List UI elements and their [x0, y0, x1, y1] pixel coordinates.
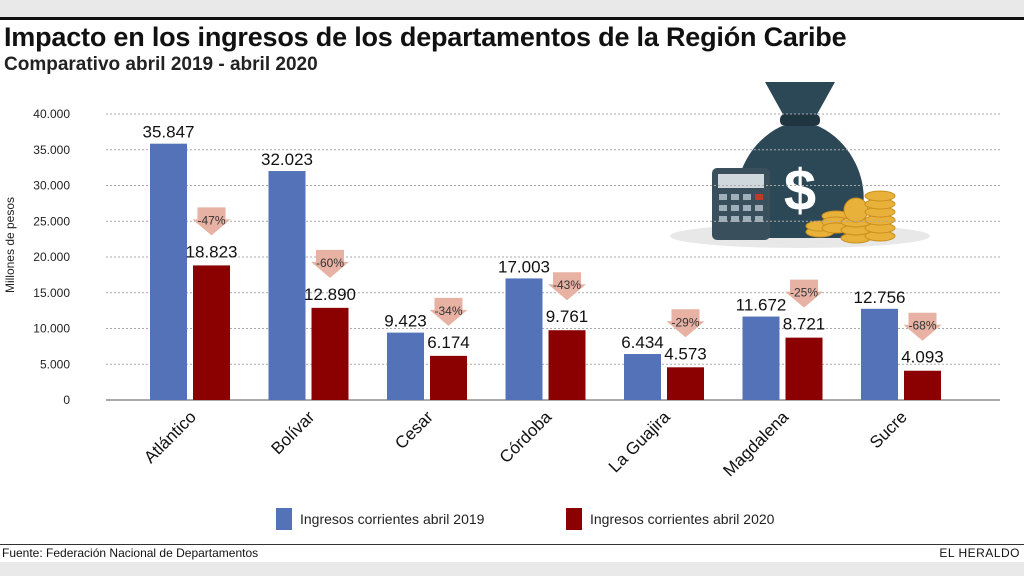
legend-item-2019: Ingresos corrientes abril 2019 [276, 508, 484, 530]
down-arrow-icon [785, 279, 823, 308]
x-tick-label: Sucre [866, 407, 911, 452]
bar-2019 [505, 278, 543, 400]
down-arrow-icon [429, 297, 468, 326]
category-group: 35.847 18.823 -47% Atlántico [140, 123, 237, 467]
bar-2020 [430, 355, 467, 400]
chart-subtitle: Comparativo abril 2019 - abril 2020 [4, 54, 318, 75]
y-tick-label: 15.000 [33, 286, 70, 300]
source-note: Fuente: Federación Nacional de Departame… [2, 546, 259, 560]
change-label: -47% [197, 213, 225, 227]
bar-2019 [742, 316, 780, 400]
legend-item-2020: Ingresos corrientes abril 2020 [566, 508, 774, 530]
down-arrow-icon [548, 272, 586, 301]
data-label-2019: 35.847 [143, 123, 195, 142]
footer-divider [0, 544, 1024, 545]
data-label-2020: 9.761 [546, 307, 589, 326]
bar-2019 [624, 353, 661, 400]
x-tick-label: La Guajira [605, 407, 674, 476]
bar-2019 [387, 332, 424, 400]
y-tick-label: 30.000 [33, 179, 70, 193]
down-arrow-icon [192, 207, 231, 236]
bar-2020 [785, 337, 823, 400]
bar-2020 [548, 330, 586, 400]
y-tick-label: 40.000 [33, 107, 70, 121]
data-label-2019: 12.756 [854, 288, 906, 307]
data-label-2020: 12.890 [304, 285, 356, 304]
bar-2020 [667, 367, 704, 400]
x-tick-label: Córdoba [496, 407, 556, 467]
bar-2020 [904, 370, 941, 400]
y-axis-label: Millones de pesos [3, 197, 17, 293]
change-label: -60% [316, 256, 344, 270]
down-arrow-icon [311, 249, 349, 278]
chart-title: Impacto en los ingresos de los departame… [4, 22, 847, 52]
data-label-2019: 9.423 [384, 312, 427, 331]
x-tick-label: Cesar [391, 407, 437, 453]
bar-2020 [193, 265, 230, 400]
data-label-2020: 4.573 [664, 344, 707, 363]
y-tick-label: 0 [63, 393, 70, 407]
bottom-band [0, 562, 1024, 576]
change-label: -29% [671, 315, 699, 329]
data-label-2020: 4.093 [901, 348, 944, 367]
coins-icon [805, 190, 896, 244]
svg-text:$: $ [784, 158, 816, 223]
data-label-2020: 8.721 [783, 315, 826, 334]
legend-swatch-2020 [566, 508, 582, 530]
y-tick-label: 5.000 [40, 357, 70, 371]
y-tick-label: 20.000 [33, 250, 70, 264]
change-label: -25% [790, 286, 818, 300]
change-label: -68% [908, 319, 936, 333]
legend-label-2019: Ingresos corrientes abril 2019 [300, 511, 485, 527]
data-label-2019: 6.434 [621, 333, 664, 352]
bar-2019 [861, 308, 898, 400]
data-label-2019: 11.672 [736, 296, 787, 315]
y-tick-label: 35.000 [33, 143, 70, 157]
bar-2019 [150, 143, 187, 400]
y-tick-label: 25.000 [33, 214, 70, 228]
category-group: 17.003 9.761 -43% Córdoba [496, 257, 588, 467]
down-arrow-icon [903, 312, 942, 341]
x-tick-label: Bolívar [267, 407, 318, 458]
data-label-2019: 17.003 [498, 257, 550, 276]
money-bag-illustration: $ [670, 82, 930, 248]
change-label: -34% [434, 304, 462, 318]
brand-logo-text: EL HERALDO [939, 546, 1020, 560]
down-arrow-icon [666, 309, 705, 338]
bar-2019 [268, 171, 306, 400]
calculator-icon [712, 168, 770, 240]
x-tick-label: Atlántico [140, 407, 200, 467]
data-label-2020: 18.823 [186, 242, 238, 261]
category-group: 12.756 4.093 -68% Sucre [854, 288, 944, 452]
top-band [0, 0, 1024, 20]
data-label-2019: 32.023 [261, 150, 313, 169]
category-group: 32.023 12.890 -60% Bolívar [261, 150, 356, 458]
change-label: -43% [553, 278, 581, 292]
legend-swatch-2019 [276, 508, 292, 530]
bar-2020 [311, 307, 349, 400]
data-label-2020: 6.174 [427, 333, 470, 352]
x-tick-label: Magdalena [719, 407, 792, 480]
y-tick-label: 10.000 [33, 322, 70, 336]
legend-label-2020: Ingresos corrientes abril 2020 [590, 511, 775, 527]
